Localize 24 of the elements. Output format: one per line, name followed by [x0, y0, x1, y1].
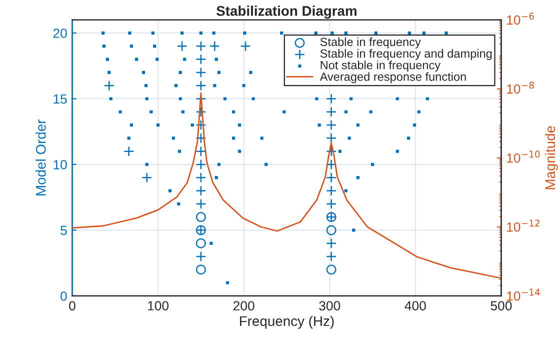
- x-tick-label: 200: [233, 301, 254, 310]
- legend-label: Stable in frequency: [320, 37, 421, 48]
- chart-title: Stabilization Diagram: [216, 6, 356, 19]
- y-tick-label: 10: [54, 160, 67, 170]
- y-tick-label: 5: [60, 226, 67, 236]
- y-tick-label: 0: [60, 291, 67, 301]
- y2-axis-title: Magnitude: [544, 126, 558, 190]
- y-tick-label: 15: [54, 94, 67, 104]
- x-axis-title: Frequency (Hz): [240, 316, 334, 329]
- y-tick-label: 20: [53, 28, 67, 38]
- y2-tick-label: 10$^{−8}$: [507, 82, 534, 94]
- y2-tick-label: 10$^{−6}$: [507, 12, 534, 25]
- y2-tick-label: 10$^{−10}$: [507, 150, 540, 163]
- legend-label: Averaged response function: [320, 72, 466, 84]
- y-axis-title: Model Order: [36, 120, 46, 196]
- legend-label: Stable in frequency and damping: [320, 49, 492, 60]
- x-tick-label: 400: [404, 301, 426, 310]
- x-tick-label: 500: [490, 301, 512, 310]
- y2-tick-label: 10$^{−14}$: [507, 288, 540, 301]
- x-tick-label: 0: [69, 301, 76, 310]
- x-tick-label: 100: [148, 301, 169, 310]
- y2-tick-label: 10$^{−12}$: [507, 220, 540, 232]
- x-tick-label: 300: [319, 301, 340, 310]
- legend-label: Not stable in frequency: [320, 60, 441, 72]
